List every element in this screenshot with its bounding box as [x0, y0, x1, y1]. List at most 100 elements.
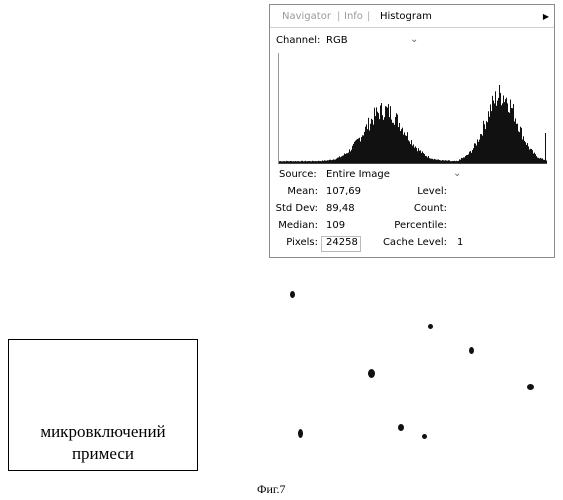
- histogram-bar: [368, 118, 369, 163]
- chevron-down-icon[interactable]: ⌄: [453, 168, 461, 179]
- histogram-bar: [467, 155, 468, 163]
- histogram-bar: [470, 151, 471, 163]
- histogram-bar: [516, 124, 517, 163]
- tab-info[interactable]: Info: [344, 11, 363, 22]
- histogram-bar: [296, 161, 297, 163]
- histogram-bar: [537, 158, 538, 163]
- histogram-bar: [472, 150, 473, 163]
- histogram-bar: [512, 108, 513, 163]
- histogram-bar: [285, 161, 286, 163]
- histogram-bar: [315, 161, 316, 163]
- histogram-bar: [431, 159, 432, 163]
- histogram-bar: [309, 161, 310, 163]
- histogram-bar: [489, 117, 490, 163]
- source-select[interactable]: Entire Image: [326, 169, 390, 180]
- histogram-bar: [341, 156, 342, 163]
- histogram-bar: [396, 113, 397, 163]
- panel-menu-icon[interactable]: ▶: [543, 12, 549, 21]
- inclusion-dot: [298, 429, 303, 438]
- histogram-bar: [520, 127, 521, 163]
- histogram-bar: [371, 119, 372, 163]
- histogram-bar: [499, 85, 500, 163]
- histogram-bar: [289, 161, 290, 163]
- histogram-bar: [427, 157, 428, 163]
- inclusion-dot: [428, 324, 433, 329]
- histogram-bar: [448, 160, 449, 163]
- histogram-bar: [395, 117, 396, 163]
- histogram-bar: [282, 161, 283, 163]
- histogram-bar: [435, 159, 436, 163]
- chevron-down-icon[interactable]: ⌄: [410, 34, 418, 45]
- histogram-bar: [339, 156, 340, 163]
- histogram-bar: [411, 140, 412, 163]
- histogram-bar: [335, 159, 336, 163]
- histogram-bar: [522, 139, 523, 163]
- histogram-bar: [544, 160, 545, 163]
- histogram-bar: [382, 115, 383, 163]
- histogram-bar: [360, 141, 361, 163]
- histogram-bar: [481, 134, 482, 163]
- histogram-bar: [390, 106, 391, 163]
- histogram-bar: [463, 157, 464, 163]
- histogram-bar: [442, 160, 443, 163]
- histogram-bar: [484, 124, 485, 163]
- histogram-bar: [344, 153, 345, 163]
- histogram-bar: [509, 113, 510, 163]
- legend-line-1: микровключений: [9, 422, 197, 442]
- histogram-bar: [423, 153, 424, 163]
- histogram-bar: [322, 160, 323, 163]
- histogram-bar: [496, 106, 497, 163]
- histogram-bar: [528, 146, 529, 163]
- histogram-bar: [288, 161, 289, 163]
- histogram-bar: [498, 98, 499, 163]
- histogram-bar: [486, 121, 487, 163]
- count-label: Count:: [392, 203, 447, 214]
- histogram-bar: [504, 102, 505, 163]
- histogram-bar: [458, 161, 459, 163]
- histogram-bar: [302, 161, 303, 163]
- histogram-bar: [319, 161, 320, 163]
- histogram-bar: [538, 158, 539, 163]
- tab-navigator[interactable]: Navigator: [282, 11, 331, 22]
- histogram-bar: [283, 161, 284, 163]
- histogram-bar: [456, 161, 457, 163]
- legend-box: микровключений примеси: [8, 339, 198, 471]
- histogram-bar: [345, 154, 346, 163]
- histogram-bar: [408, 140, 409, 163]
- histogram-bar: [333, 159, 334, 163]
- histogram-bar: [359, 138, 360, 163]
- histogram-bar: [532, 150, 533, 163]
- histogram-bar: [419, 151, 420, 163]
- histogram-bar: [545, 133, 546, 163]
- histogram-bar: [397, 115, 398, 163]
- histogram-bar: [417, 151, 418, 163]
- histogram-bar: [394, 125, 395, 163]
- histogram-bar: [320, 161, 321, 163]
- channel-select[interactable]: RGB: [326, 35, 348, 46]
- histogram-bar: [366, 124, 367, 163]
- histogram-bar: [308, 161, 309, 163]
- histogram-bar: [521, 128, 522, 163]
- histogram-bar: [479, 140, 480, 163]
- histogram-bar: [476, 145, 477, 163]
- histogram-bar: [327, 160, 328, 163]
- histogram-bar: [346, 153, 347, 163]
- histogram-bar: [422, 151, 423, 163]
- histogram-bar: [307, 161, 308, 163]
- histogram-bar: [330, 160, 331, 163]
- histogram-bar: [536, 156, 537, 163]
- tab-histogram[interactable]: Histogram: [380, 11, 432, 22]
- histogram-bar: [541, 159, 542, 163]
- histogram-bar: [473, 148, 474, 163]
- histogram-bar: [409, 141, 410, 163]
- histogram-bar: [281, 161, 282, 163]
- histogram-bar: [462, 158, 463, 163]
- histogram-bar: [527, 143, 528, 163]
- histogram-bar: [303, 161, 304, 163]
- inclusion-dot: [398, 424, 404, 431]
- histogram-bar: [314, 161, 315, 163]
- histogram-bar: [386, 107, 387, 163]
- histogram-bar: [493, 101, 494, 163]
- histogram-bar: [517, 124, 518, 163]
- histogram-bar: [471, 153, 472, 163]
